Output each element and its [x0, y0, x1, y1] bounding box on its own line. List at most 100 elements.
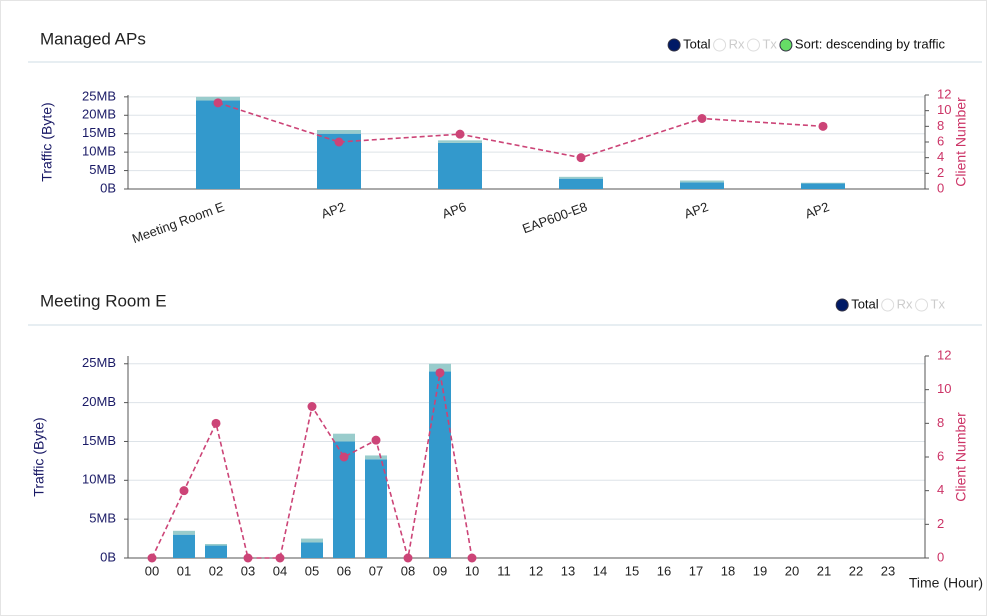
y2-tick-label: 4	[937, 149, 944, 164]
client-point	[211, 418, 221, 428]
y-tick-label: 20MB	[82, 394, 116, 409]
bar	[173, 530, 195, 535]
x-tick-label: 15	[625, 563, 639, 578]
x-tick-label: 12	[529, 563, 543, 578]
legend-label[interactable]: Total	[851, 296, 879, 311]
x-tick-label: 10	[465, 563, 479, 578]
legend-label[interactable]: Rx	[729, 36, 745, 51]
legend-label[interactable]: Sort: descending by traffic	[795, 36, 946, 51]
legend-radio[interactable]	[835, 298, 849, 312]
x-tick-label: 06	[337, 563, 351, 578]
y-tick-label: 10MB	[82, 144, 116, 159]
bar	[429, 363, 451, 372]
y2-tick-label: 0	[937, 549, 944, 564]
x-tick-label: 08	[401, 563, 415, 578]
legend-label[interactable]: Tx	[762, 36, 777, 51]
legend-label[interactable]: Tx	[931, 296, 946, 311]
y2-tick-label: 0	[937, 180, 944, 195]
client-point	[435, 368, 445, 378]
bar	[438, 142, 482, 189]
y2-axis-label: Client Number	[953, 412, 969, 502]
section-title: Managed APs	[40, 29, 146, 48]
client-point	[147, 553, 157, 563]
y-tick-label: 5MB	[89, 511, 116, 526]
x-tick-label: 19	[753, 563, 767, 578]
x-tick-label: 22	[849, 563, 863, 578]
client-point	[403, 553, 413, 563]
y2-axis-label: Client Number	[953, 97, 969, 187]
client-point	[455, 129, 465, 139]
bar	[680, 182, 724, 189]
client-point	[371, 435, 381, 445]
x-tick-label: 00	[145, 563, 159, 578]
client-point	[179, 486, 189, 496]
legend-radio[interactable]	[915, 298, 929, 312]
x-tick-label: 03	[241, 563, 255, 578]
y2-tick-label: 10	[937, 381, 951, 396]
y-tick-label: 25MB	[82, 355, 116, 370]
client-point	[339, 452, 349, 462]
legend-radio[interactable]	[881, 298, 895, 312]
bar	[333, 433, 355, 442]
y-tick-label: 0B	[100, 180, 116, 195]
y2-tick-label: 10	[937, 102, 951, 117]
y-axis-label: Traffic (Byte)	[39, 102, 55, 181]
bar	[680, 180, 724, 183]
x-tick-label: 16	[657, 563, 671, 578]
bar	[429, 371, 451, 558]
y2-tick-label: 2	[937, 165, 944, 180]
client-point	[818, 121, 828, 131]
client-point	[467, 553, 477, 563]
y-tick-label: 15MB	[82, 433, 116, 448]
x-tick-label: 09	[433, 563, 447, 578]
bar	[301, 538, 323, 543]
bar	[333, 441, 355, 558]
y2-tick-label: 4	[937, 482, 944, 497]
bar	[205, 544, 227, 546]
legend-radio[interactable]	[713, 38, 727, 52]
bar	[205, 545, 227, 558]
x-tick-label: 11	[497, 563, 511, 578]
bar	[559, 178, 603, 189]
y-axis-label: Traffic (Byte)	[31, 417, 47, 496]
x-tick-label: 07	[369, 563, 383, 578]
legend-radio[interactable]	[779, 38, 793, 52]
client-point	[243, 553, 253, 563]
x-tick-label: 05	[305, 563, 319, 578]
client-point	[275, 553, 285, 563]
legend-label[interactable]: Total	[683, 36, 711, 51]
y2-tick-label: 2	[937, 516, 944, 531]
x-tick-label: 02	[209, 563, 223, 578]
bar	[365, 455, 387, 460]
bar	[559, 176, 603, 179]
x-tick-label: 04	[273, 563, 287, 578]
y2-tick-label: 6	[937, 133, 944, 148]
y-tick-label: 15MB	[82, 125, 116, 140]
bar	[317, 130, 361, 134]
client-point	[334, 137, 344, 147]
y-tick-label: 25MB	[82, 88, 116, 103]
x-tick-label: 17	[689, 563, 703, 578]
x-tick-label: 21	[817, 563, 831, 578]
bar	[365, 459, 387, 558]
x-tick-label: 01	[177, 563, 191, 578]
client-point	[697, 114, 707, 123]
x-tick-label: 14	[593, 563, 607, 578]
x-tick-label: 20	[785, 563, 799, 578]
legend-radio[interactable]	[746, 38, 760, 52]
y2-tick-label: 8	[937, 118, 944, 133]
legend-radio[interactable]	[667, 38, 681, 52]
y-tick-label: 5MB	[89, 162, 116, 177]
y2-tick-label: 12	[937, 86, 951, 101]
section-title: Meeting Room E	[40, 291, 167, 310]
bar	[801, 182, 845, 184]
client-point	[576, 153, 586, 163]
y-tick-label: 10MB	[82, 472, 116, 487]
bar	[173, 534, 195, 558]
x-tick-label: 23	[881, 563, 895, 578]
bar	[438, 140, 482, 143]
legend-label[interactable]: Rx	[897, 296, 913, 311]
x-tick-label: 18	[721, 563, 735, 578]
bar	[301, 542, 323, 558]
